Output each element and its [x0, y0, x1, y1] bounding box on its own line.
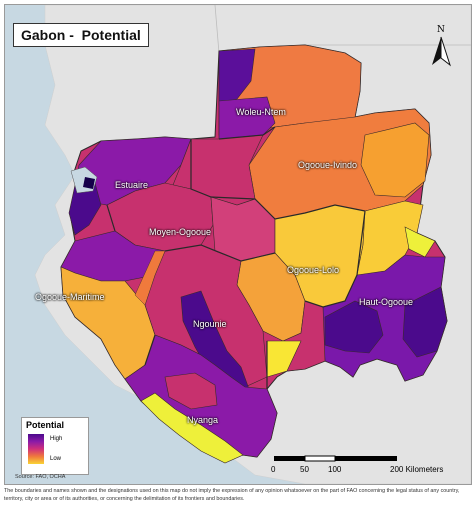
region-haut-ogooue-dark-e[interactable]	[402, 286, 448, 358]
legend-low-label: Low	[50, 456, 62, 462]
region-nyanga-coast[interactable]	[140, 392, 244, 464]
scale-label-50: 50	[300, 465, 309, 474]
north-arrow-icon	[432, 36, 451, 67]
province-borders	[106, 126, 366, 389]
label-woleu-ntem: Woleu-Ntem	[236, 107, 286, 117]
legend-high-label: High	[50, 436, 63, 442]
map-title: Gabon - Potential	[13, 23, 149, 47]
map-canvas[interactable]	[5, 5, 471, 484]
scale-bar-graphic	[274, 455, 397, 462]
disclaimer: The boundaries and names shown and the d…	[4, 488, 460, 502]
source-note: Source: FAO, OCHA	[15, 474, 66, 480]
label-ogooue-maritime: Ogooue-Maritime	[35, 292, 105, 302]
legend: Potential High Low	[21, 417, 89, 475]
scale-label-200: 200 Kilometers	[390, 465, 444, 474]
label-ogooue-lolo: Ogooue-Lolo	[287, 265, 340, 275]
north-label: N	[437, 25, 445, 35]
label-ogooue-ivindo: Ogooue-Ivindo	[298, 160, 358, 170]
scale-bar: 0 50 100 200 Kilometers	[271, 453, 463, 481]
region-woleu-ntem-west[interactable]	[218, 48, 256, 106]
capital-marker	[83, 177, 95, 189]
label-ngounie: Ngounie	[193, 319, 227, 329]
region-nyanga-mid[interactable]	[164, 372, 218, 410]
legend-title: Potential	[26, 420, 65, 430]
label-haut-ogooue: Haut-Ogooue	[359, 297, 414, 307]
region-ogooue-ivindo-east[interactable]	[360, 122, 430, 198]
scale-label-100: 100	[328, 465, 342, 474]
region-woleu-ntem-core[interactable]	[218, 96, 276, 140]
region-haut-ogooue-tip[interactable]	[404, 226, 436, 258]
region-haut-ogooue-dark[interactable]	[324, 300, 384, 354]
label-moyen-ogooue: Moyen-Ogooue	[149, 227, 212, 237]
map-frame: Gabon - Potential N Woleu-Ntem Estuaire …	[4, 4, 472, 485]
legend-color-ramp	[28, 434, 44, 464]
region-west-coast-ochre[interactable]	[134, 250, 166, 306]
label-nyanga: Nyanga	[187, 415, 219, 425]
scale-label-0: 0	[271, 465, 276, 474]
label-estuaire: Estuaire	[115, 180, 149, 190]
